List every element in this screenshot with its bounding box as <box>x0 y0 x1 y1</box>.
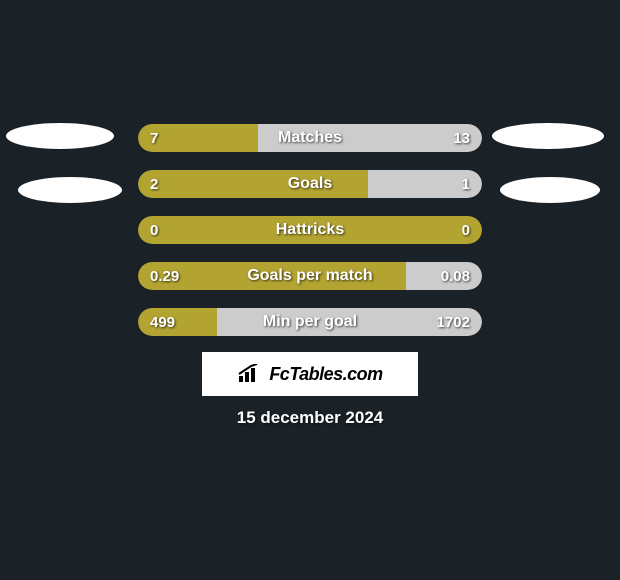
bar-right-value: 13 <box>453 124 470 152</box>
player-right-photo-top <box>492 123 604 149</box>
bar-left-segment <box>138 216 482 244</box>
bar-row: 0.290.08Goals per match <box>138 262 482 290</box>
bar-right-value: 1 <box>462 170 470 198</box>
bar-left-value: 499 <box>150 308 175 336</box>
bar-left-value: 0.29 <box>150 262 179 290</box>
comparison-bars: 713Matches21Goals00Hattricks0.290.08Goal… <box>138 124 482 354</box>
bar-left-value: 0 <box>150 216 158 244</box>
player-right-photo-bottom <box>500 177 600 203</box>
bar-left-value: 7 <box>150 124 158 152</box>
player-left-photo-top <box>6 123 114 149</box>
bar-right-segment <box>258 124 482 152</box>
bar-left-value: 2 <box>150 170 158 198</box>
date-text: 15 december 2024 <box>0 408 620 428</box>
logo-text: FcTables.com <box>269 364 382 385</box>
bar-row: 00Hattricks <box>138 216 482 244</box>
bar-row: 21Goals <box>138 170 482 198</box>
bar-left-segment <box>138 170 368 198</box>
bar-right-value: 0 <box>462 216 470 244</box>
bar-row: 713Matches <box>138 124 482 152</box>
bar-row: 4991702Min per goal <box>138 308 482 336</box>
chart-icon <box>237 364 263 384</box>
bar-right-value: 1702 <box>437 308 470 336</box>
player-left-photo-bottom <box>18 177 122 203</box>
bar-right-value: 0.08 <box>441 262 470 290</box>
logo-box: FcTables.com <box>202 352 418 396</box>
